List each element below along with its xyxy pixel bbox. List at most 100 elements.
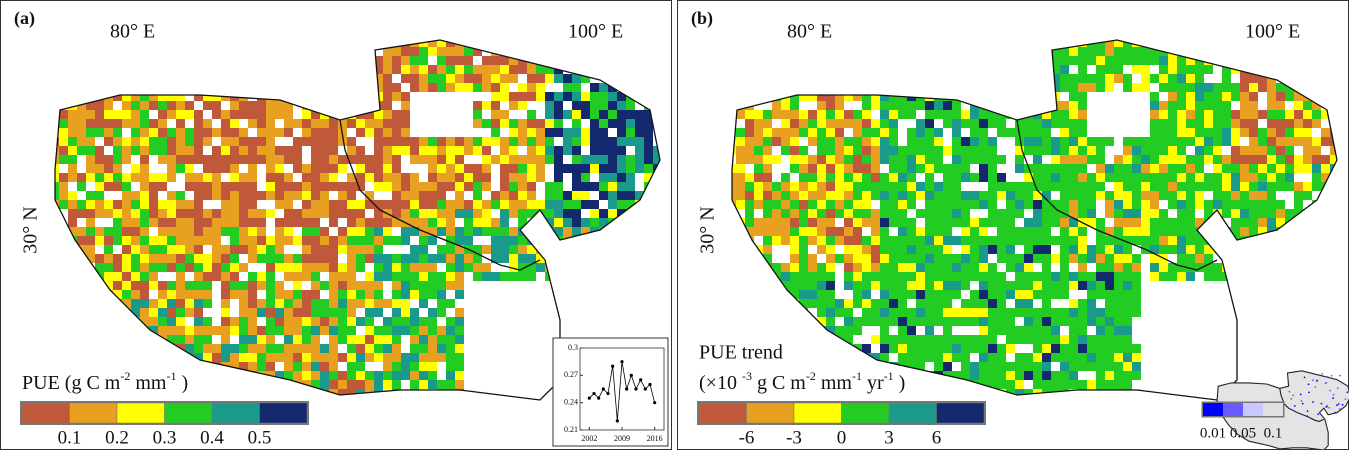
map-cell <box>889 308 898 317</box>
map-cell <box>347 101 356 110</box>
map-cell <box>68 191 77 200</box>
map-cell <box>194 83 203 92</box>
map-cell <box>790 335 799 344</box>
map-cell <box>1015 380 1024 389</box>
map-cell <box>158 263 167 272</box>
map-cell <box>167 236 176 245</box>
map-cell <box>50 218 59 227</box>
map-cell <box>1258 155 1267 164</box>
map-cell <box>862 92 871 101</box>
map-cell <box>86 128 95 137</box>
map-cell <box>599 227 608 236</box>
map-cell <box>635 137 644 146</box>
map-cell <box>1285 47 1294 56</box>
map-cell <box>86 344 95 353</box>
map-cell <box>365 200 374 209</box>
map-cell <box>338 236 347 245</box>
map-cell <box>149 272 158 281</box>
map-cell <box>86 245 95 254</box>
map-cell <box>374 137 383 146</box>
map-cell <box>104 83 113 92</box>
map-cell <box>745 56 754 65</box>
map-cell <box>1033 200 1042 209</box>
map-cell <box>781 326 790 335</box>
map-cell <box>1096 146 1105 155</box>
map-cell <box>781 101 790 110</box>
map-cell <box>176 128 185 137</box>
map-cell <box>554 119 563 128</box>
map-cell <box>50 47 59 56</box>
map-cell <box>662 38 671 47</box>
map-cell <box>745 218 754 227</box>
inset-map-dot <box>1292 394 1294 396</box>
inset-map-dot <box>1300 394 1302 396</box>
map-cell <box>799 92 808 101</box>
map-cell <box>1168 164 1177 173</box>
map-cell <box>727 110 736 119</box>
map-cell <box>1285 209 1294 218</box>
map-cell <box>221 146 230 155</box>
map-cell <box>257 209 266 218</box>
map-cell <box>203 119 212 128</box>
map-cell <box>491 191 500 200</box>
map-cell <box>644 218 653 227</box>
map-cell <box>1312 83 1321 92</box>
map-cell <box>230 371 239 380</box>
legend-title-part: (×10 <box>699 372 742 394</box>
map-cell <box>1114 362 1123 371</box>
map-cell <box>763 155 772 164</box>
map-cell <box>1078 344 1087 353</box>
map-cell <box>745 146 754 155</box>
map-cell <box>239 371 248 380</box>
map-cell <box>826 110 835 119</box>
map-cell <box>437 38 446 47</box>
map-cell <box>536 263 545 272</box>
map-cell <box>853 245 862 254</box>
map-cell <box>799 47 808 56</box>
map-cell <box>1159 146 1168 155</box>
map-cell <box>428 281 437 290</box>
map-cell <box>599 155 608 164</box>
map-cell <box>862 272 871 281</box>
map-cell <box>122 200 131 209</box>
legend-title: PUE trend <box>699 342 783 364</box>
map-cell <box>862 218 871 227</box>
map-cell <box>817 182 826 191</box>
map-cell <box>880 137 889 146</box>
map-cell <box>581 191 590 200</box>
map-cell <box>509 173 518 182</box>
map-cell <box>167 308 176 317</box>
map-cell <box>1177 173 1186 182</box>
map-cell <box>338 101 347 110</box>
map-cell <box>1159 236 1168 245</box>
map-cell <box>1087 137 1096 146</box>
map-cell <box>176 47 185 56</box>
map-cell <box>347 362 356 371</box>
map-cell <box>194 335 203 344</box>
map-cell <box>446 182 455 191</box>
map-cell <box>1105 335 1114 344</box>
map-cell <box>952 119 961 128</box>
map-cell <box>239 308 248 317</box>
map-cell <box>1222 92 1231 101</box>
map-cell <box>1105 173 1114 182</box>
map-cell <box>572 92 581 101</box>
map-cell <box>104 119 113 128</box>
map-cell <box>95 173 104 182</box>
map-cell <box>176 308 185 317</box>
map-cell <box>158 200 167 209</box>
map-cell <box>1330 101 1339 110</box>
map-cell <box>1069 137 1078 146</box>
map-cell <box>1096 137 1105 146</box>
map-cell <box>1096 74 1105 83</box>
map-cell <box>1312 182 1321 191</box>
map-cell <box>482 209 491 218</box>
map-cell <box>131 299 140 308</box>
map-cell <box>925 245 934 254</box>
map-cell <box>329 38 338 47</box>
map-cell <box>1123 200 1132 209</box>
map-cell <box>608 272 617 281</box>
map-cell <box>1096 380 1105 389</box>
map-cell <box>176 362 185 371</box>
map-cell <box>257 362 266 371</box>
